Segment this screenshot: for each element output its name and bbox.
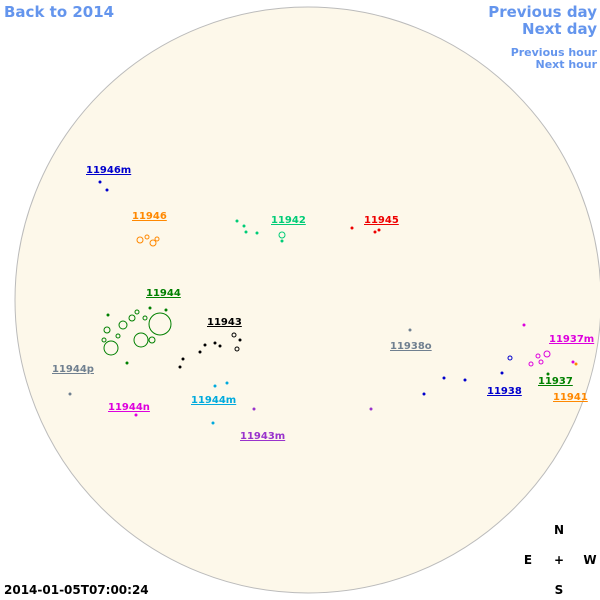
sunspot — [231, 332, 237, 338]
sunspot — [148, 336, 156, 344]
sunspots — [68, 180, 578, 425]
sunspot — [128, 314, 136, 322]
region-label[interactable]: 11944 — [146, 288, 181, 299]
sunspot — [369, 407, 373, 411]
region-label[interactable]: 11943m — [240, 431, 285, 442]
previous-hour-link[interactable]: Previous hour — [511, 46, 598, 59]
sunspot — [211, 421, 215, 425]
sunspot — [213, 341, 217, 345]
sunspot — [280, 239, 284, 243]
sunspot — [105, 188, 109, 192]
sunspot — [103, 326, 111, 334]
sunspot — [134, 309, 140, 315]
compass-east: E — [524, 553, 532, 567]
region-label[interactable]: 11944n — [108, 402, 150, 413]
compass-south: S — [555, 583, 564, 597]
sunspot — [408, 328, 412, 332]
compass-center: + — [554, 553, 564, 567]
region-label[interactable]: 11937 — [538, 376, 573, 387]
region-label[interactable]: 11945 — [364, 215, 399, 226]
sunspot — [463, 378, 467, 382]
sunspot — [252, 407, 256, 411]
sunspot — [181, 357, 185, 361]
sunspot — [125, 361, 129, 365]
sunspot — [98, 180, 102, 184]
solar-disk — [14, 6, 600, 594]
sunspot — [535, 353, 541, 359]
sunspot — [234, 346, 240, 352]
sunspot — [373, 230, 377, 234]
sunspot — [422, 392, 426, 396]
sunspot — [149, 239, 157, 247]
sunspot — [500, 371, 504, 375]
compass-north: N — [554, 523, 564, 537]
sunspot — [154, 236, 160, 242]
region-label[interactable]: 11937m — [549, 334, 594, 345]
sunspot — [178, 365, 182, 369]
sunspot — [115, 333, 121, 339]
next-day-link[interactable]: Next day — [522, 20, 597, 38]
sunspot — [238, 338, 242, 342]
region-label[interactable]: 11944m — [191, 395, 236, 406]
sunspot — [101, 337, 107, 343]
sunspot — [142, 315, 148, 321]
sunspot — [546, 372, 550, 376]
sunspot — [255, 231, 259, 235]
previous-day-link[interactable]: Previous day — [488, 3, 597, 21]
sunspot — [235, 219, 239, 223]
sunspot — [244, 230, 248, 234]
sunspot — [571, 360, 575, 364]
sunspot — [522, 323, 526, 327]
region-label[interactable]: 11938o — [390, 341, 432, 352]
sunspot — [136, 236, 144, 244]
region-labels: 11946m 11946 11942 11945 11944 11943 11938o 119… — [52, 165, 594, 442]
sunspot — [218, 344, 222, 348]
region-label[interactable]: 11941 — [553, 392, 588, 403]
sunspot — [543, 350, 551, 358]
sunspot — [68, 392, 72, 396]
sunspot — [350, 226, 354, 230]
sunspot — [213, 384, 217, 388]
sunspot — [198, 350, 202, 354]
sunspot — [574, 362, 578, 366]
sunspot — [225, 381, 229, 385]
sunspot — [148, 312, 172, 336]
sunspot — [538, 359, 544, 365]
compass-west: W — [583, 553, 596, 567]
timestamp: 2014-01-05T07:00:24 — [4, 583, 149, 597]
sunspot — [507, 355, 513, 361]
sunspot — [242, 224, 246, 228]
back-link[interactable]: Back to 2014 — [4, 3, 114, 21]
sunspot — [133, 332, 149, 348]
region-label[interactable]: 11946 — [132, 211, 167, 222]
region-label[interactable]: 11938 — [487, 386, 522, 397]
sunspot — [103, 340, 119, 356]
sunspot — [278, 231, 286, 239]
sunspot — [164, 308, 168, 312]
next-hour-link[interactable]: Next hour — [536, 58, 598, 71]
region-label[interactable]: 11944p — [52, 364, 94, 375]
sunspot — [134, 413, 138, 417]
sunspot — [148, 306, 152, 310]
sunspot — [442, 376, 446, 380]
region-label[interactable]: 11946m — [86, 165, 131, 176]
sunspot — [528, 361, 534, 367]
sunspot — [106, 313, 110, 317]
sunspot — [377, 228, 381, 232]
region-label[interactable]: 11942 — [271, 215, 306, 226]
sunspot — [118, 320, 128, 330]
sunspot — [203, 343, 207, 347]
region-label[interactable]: 11943 — [207, 317, 242, 328]
sunspot — [144, 234, 150, 240]
